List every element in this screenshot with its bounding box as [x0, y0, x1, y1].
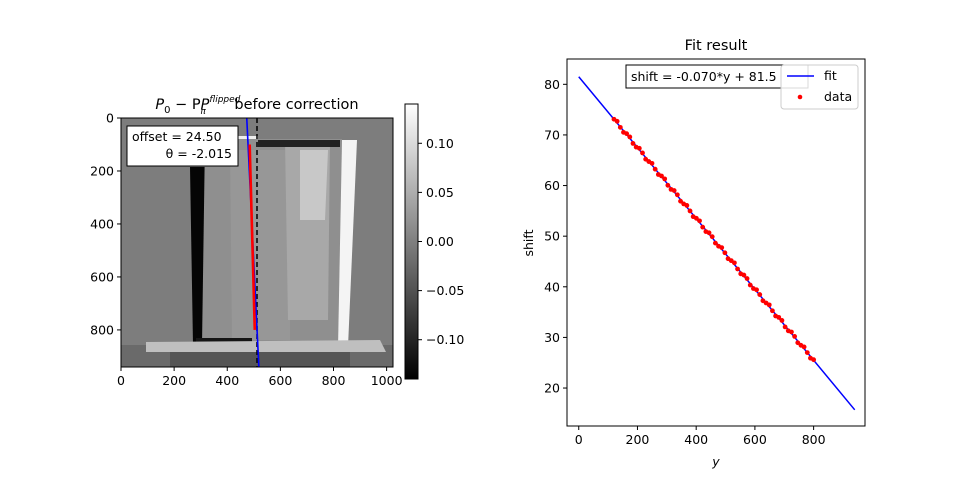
annotation-box: offset = 24.50 θ = -2.015: [126, 125, 239, 167]
data-point: [712, 240, 718, 246]
colorbar-tick-label: 0.05: [426, 185, 454, 200]
data-point: [662, 176, 668, 182]
data-point: [754, 287, 759, 293]
data-point: [804, 350, 810, 355]
fit-panel: Fit result shift = -0.070*y + 81.5 fit d…: [521, 38, 866, 469]
data-point: [652, 166, 658, 172]
fit-ytick-label: 60: [544, 178, 560, 193]
heatmap-ytick-label: 200: [90, 163, 114, 178]
data-point: [627, 134, 633, 140]
colorbar-tick-label: 0.10: [426, 136, 454, 151]
data-point: [700, 224, 706, 230]
colorbar-gradient: [404, 103, 419, 380]
data-point: [766, 302, 772, 308]
data-point: [674, 192, 680, 198]
heatmap-xtick-label: 800: [322, 373, 346, 388]
data-point: [630, 141, 636, 146]
data-point: [624, 131, 630, 137]
data-point: [782, 324, 788, 330]
heatmap-xtick-label: 600: [268, 373, 292, 388]
heatmap-title: P0 − PPflipped π before correction: [155, 95, 358, 117]
legend-data-swatch: [797, 94, 803, 100]
data-point: [665, 182, 671, 188]
heatmap-ytick-label: 0: [106, 111, 114, 126]
data-point: [731, 260, 737, 266]
fit-xlabel: y: [711, 454, 720, 469]
data-point: [792, 334, 798, 339]
data-point: [779, 318, 785, 323]
data-point: [770, 308, 775, 314]
data-point: [684, 203, 690, 208]
data-point: [709, 234, 715, 240]
heatmap-xtick-label: 200: [162, 373, 186, 388]
fit-axes: 0 200 400 600 800 20 30 40 50 60 70 80: [544, 77, 826, 447]
fit-ytick-label: 20: [544, 381, 560, 396]
heatmap-frame: [120, 117, 394, 368]
fit-ylabel: shift: [521, 229, 536, 256]
equation-text: shift = -0.070*y + 81.5: [631, 69, 777, 84]
data-point: [722, 250, 728, 256]
fit-frame: [566, 58, 866, 427]
heatmap-xtick-label: 1000: [371, 373, 403, 388]
data-point: [795, 340, 801, 346]
fit-ytick-label: 50: [544, 229, 560, 244]
data-point: [649, 160, 655, 166]
data-point: [789, 329, 794, 335]
legend-data-label: data: [824, 89, 852, 104]
fit-ytick-label: 80: [544, 77, 560, 92]
data-point: [614, 118, 620, 124]
data-line-left: [248, 144, 257, 330]
data-point: [671, 188, 677, 193]
fit-xtick-label: 400: [684, 432, 708, 447]
data-point: [747, 282, 753, 288]
heatmap-axes: 0 200 400 600 800 1000 0 200 400 600 800: [90, 111, 402, 389]
heatmap-ytick-label: 800: [90, 322, 114, 337]
data-point: [640, 150, 645, 156]
data-point: [636, 145, 642, 151]
fit-xtick-label: 200: [626, 432, 650, 447]
equation-box: shift = -0.070*y + 81.5: [625, 64, 809, 89]
fit-title: Fit result: [685, 38, 748, 54]
colorbar-tick-label: −0.05: [426, 283, 464, 298]
heatmap-xtick-label: 400: [215, 373, 239, 388]
data-point: [697, 218, 702, 224]
data-point: [706, 230, 712, 236]
fit-xtick-label: 600: [743, 432, 767, 447]
colorbar-tick-label: 0.00: [426, 234, 454, 249]
data-point: [801, 344, 807, 350]
colorbar-ticks: 0.10 0.05 0.00 −0.05 −0.10: [418, 136, 464, 347]
colorbar: 0.10 0.05 0.00 −0.05 −0.10: [404, 103, 464, 380]
colorbar-tick-label: −0.10: [426, 332, 464, 347]
data-point: [757, 292, 763, 297]
data-point: [659, 173, 664, 179]
fit-ytick-label: 30: [544, 330, 560, 345]
data-points: [611, 116, 817, 363]
fit-ytick-label: 40: [544, 279, 560, 294]
heatmap-ytick-label: 600: [90, 269, 114, 284]
data-point: [617, 124, 623, 130]
heatmap-ytick-label: 400: [90, 216, 114, 231]
fit-ytick-label: 70: [544, 127, 560, 142]
data-point: [776, 314, 782, 320]
heatmap-xtick-label: 0: [117, 373, 125, 388]
data-point: [735, 266, 740, 272]
fit-xtick-label: 0: [575, 432, 583, 447]
data-point: [744, 276, 750, 281]
data-point: [811, 357, 817, 363]
legend-fit-label: fit: [824, 68, 837, 83]
heatmap-panel: P0 − PPflipped π before correction: [90, 95, 402, 388]
legend: fit data: [780, 64, 859, 110]
data-point: [741, 272, 747, 278]
theta-text: θ = -2.015: [166, 146, 232, 161]
data-point: [687, 208, 693, 214]
data-point: [719, 245, 725, 250]
fit-xtick-label: 800: [802, 432, 826, 447]
offset-text: offset = 24.50: [132, 129, 222, 144]
data-point: [678, 198, 683, 204]
